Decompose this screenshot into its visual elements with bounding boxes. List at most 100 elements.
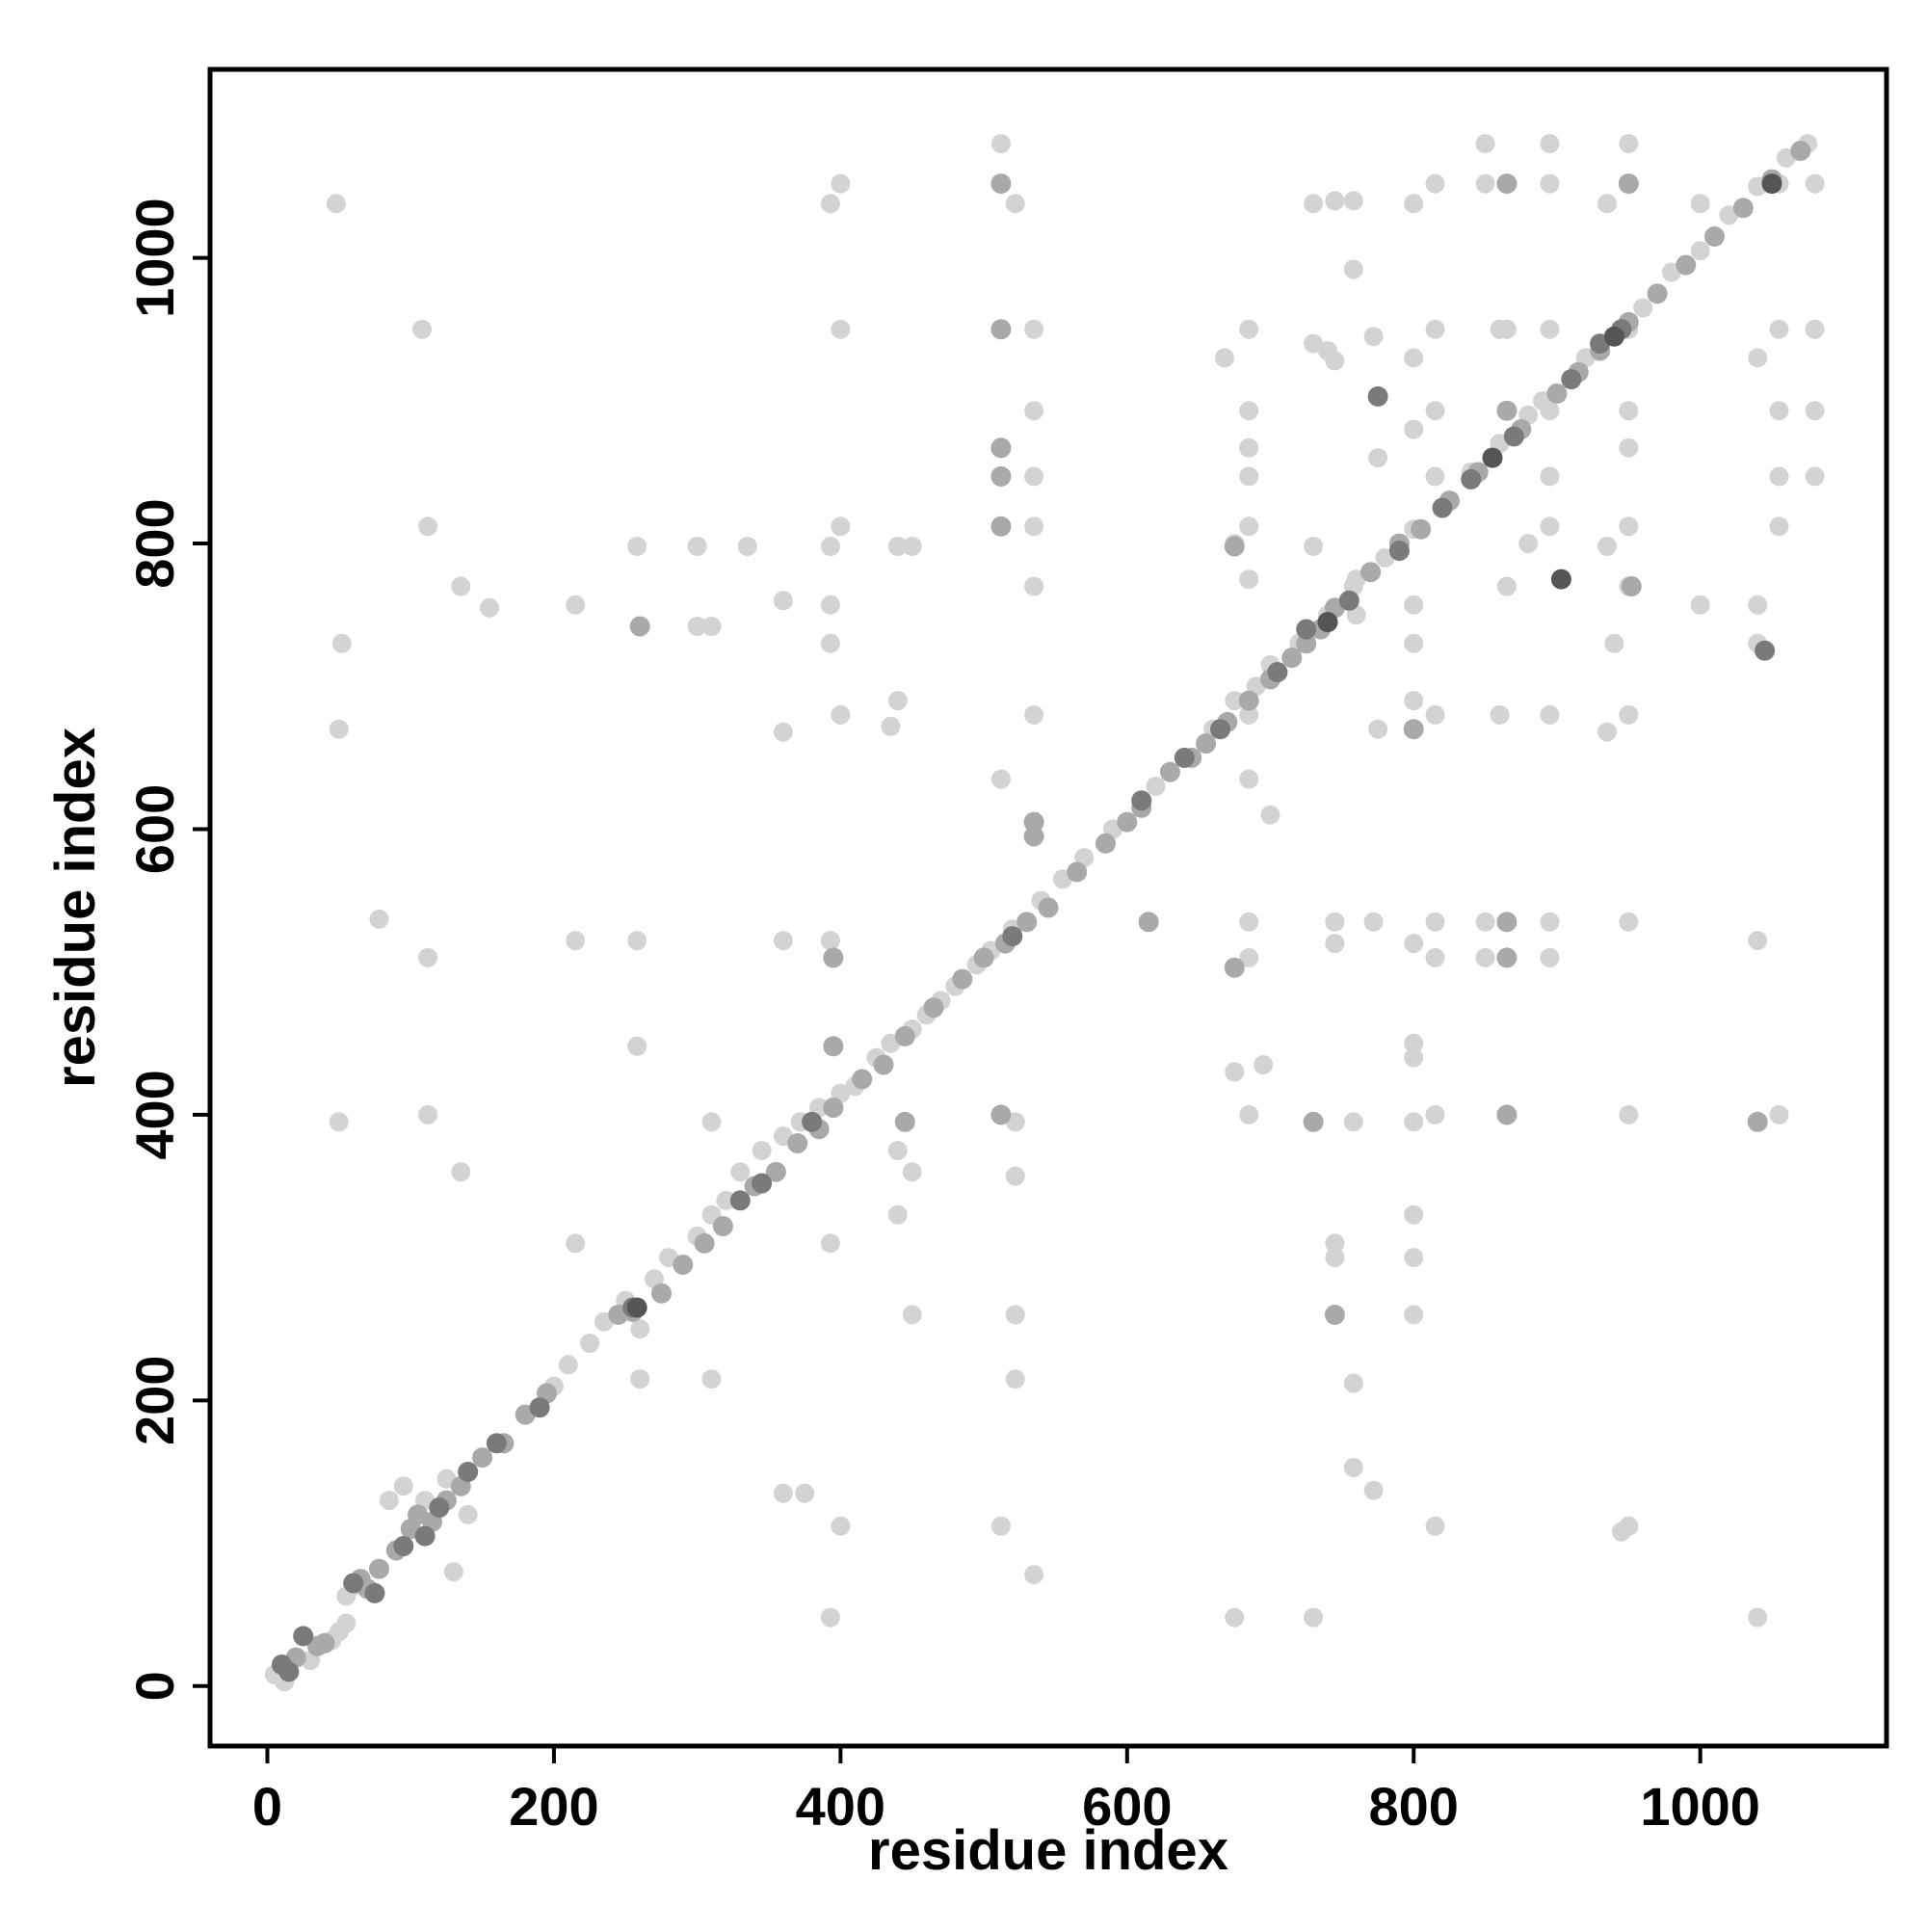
contact-point <box>1621 576 1642 596</box>
contact-point <box>1404 194 1424 214</box>
y-axis-label: residue index <box>44 728 107 1088</box>
contact-point <box>820 537 840 556</box>
contact-point <box>1518 534 1539 554</box>
contact-point <box>1343 1373 1363 1393</box>
contact-point <box>1411 518 1432 540</box>
contact-point <box>1755 640 1776 661</box>
contact-point <box>1496 173 1518 195</box>
contact-point <box>1619 516 1639 537</box>
contact-point <box>1225 1607 1245 1628</box>
contact-point <box>1024 1565 1044 1585</box>
contact-point <box>1239 1104 1259 1125</box>
contact-point <box>1748 348 1768 368</box>
contact-point <box>820 931 840 951</box>
contact-point <box>1239 704 1259 725</box>
contact-point <box>1296 619 1317 640</box>
contact-point <box>1597 194 1617 214</box>
contact-point <box>1023 811 1044 833</box>
contact-point <box>1325 1248 1345 1268</box>
contact-point <box>1210 719 1230 740</box>
contact-point <box>627 1036 647 1056</box>
contact-point <box>369 909 389 929</box>
contact-point <box>1461 468 1482 490</box>
contact-point <box>1239 319 1259 339</box>
contact-point <box>923 997 944 1019</box>
contact-point <box>823 1098 844 1118</box>
contact-point <box>451 1162 471 1182</box>
contact-point <box>1540 134 1560 154</box>
contact-point <box>1425 1516 1445 1536</box>
contact-point <box>795 1483 815 1503</box>
contact-point <box>1363 327 1384 347</box>
contact-point <box>1748 931 1768 951</box>
contact-point <box>1024 516 1044 537</box>
contact-point <box>990 1516 1011 1536</box>
contact-point <box>1604 633 1624 653</box>
contact-point <box>1496 319 1517 339</box>
contact-point <box>1540 704 1560 725</box>
contact-point <box>1343 1458 1363 1477</box>
contact-point <box>730 1162 751 1182</box>
contact-point <box>627 931 647 951</box>
contact-point <box>1338 590 1359 611</box>
contact-point <box>1619 1104 1639 1125</box>
contact-point <box>1363 1480 1384 1500</box>
contact-point <box>458 1504 478 1524</box>
contact-point <box>1540 947 1560 967</box>
contact-point <box>1425 947 1445 967</box>
contact-point <box>1619 401 1639 421</box>
contact-point <box>1225 1062 1245 1082</box>
contact-point <box>1690 241 1710 261</box>
contact-point <box>831 704 851 725</box>
contact-point <box>887 691 908 711</box>
contact-point <box>364 1582 385 1603</box>
contact-point <box>1475 134 1495 154</box>
contact-point <box>1404 595 1424 615</box>
contact-point <box>443 1562 463 1582</box>
contact-point <box>630 1319 650 1339</box>
contact-point <box>393 1476 413 1496</box>
contact-point <box>1676 254 1697 276</box>
contact-point <box>894 1111 915 1132</box>
contact-point <box>1239 401 1259 421</box>
contact-point <box>1690 194 1710 214</box>
contact-point <box>694 1232 715 1254</box>
contact-point <box>1769 516 1789 537</box>
contact-point <box>823 947 844 968</box>
contact-point <box>1496 400 1518 421</box>
contact-point <box>1360 562 1382 583</box>
x-tick-label: 1000 <box>1640 1776 1760 1837</box>
contact-point <box>1404 348 1424 368</box>
contact-point <box>831 319 851 339</box>
contact-point <box>1540 173 1560 194</box>
contact-point <box>765 1161 786 1182</box>
contact-point <box>486 1433 507 1454</box>
contact-point <box>1005 1166 1025 1186</box>
contact-point <box>902 1162 922 1182</box>
contact-point <box>1425 1104 1445 1125</box>
contact-point <box>1239 466 1259 487</box>
contact-point <box>716 1190 736 1210</box>
contact-point <box>1404 1047 1424 1068</box>
contact-point <box>902 1305 922 1325</box>
contact-point <box>802 1111 823 1132</box>
contact-point <box>451 576 471 596</box>
contact-point <box>881 716 901 736</box>
contact-point <box>820 194 840 214</box>
contact-point <box>1805 319 1825 339</box>
contact-point <box>1619 134 1639 154</box>
contact-point <box>1016 912 1038 933</box>
contact-point <box>1224 536 1245 557</box>
contact-point <box>580 1334 600 1353</box>
y-tick-label: 400 <box>124 1070 185 1159</box>
contact-point <box>831 173 851 194</box>
contact-point <box>1267 662 1288 682</box>
contact-point <box>1363 912 1384 932</box>
x-tick-label: 0 <box>252 1776 282 1837</box>
contact-point <box>1239 947 1259 967</box>
contact-point <box>1146 777 1166 796</box>
contact-point <box>820 1233 840 1254</box>
contact-point <box>1611 1522 1631 1542</box>
contact-point <box>1425 173 1445 194</box>
contact-point <box>1368 719 1388 739</box>
